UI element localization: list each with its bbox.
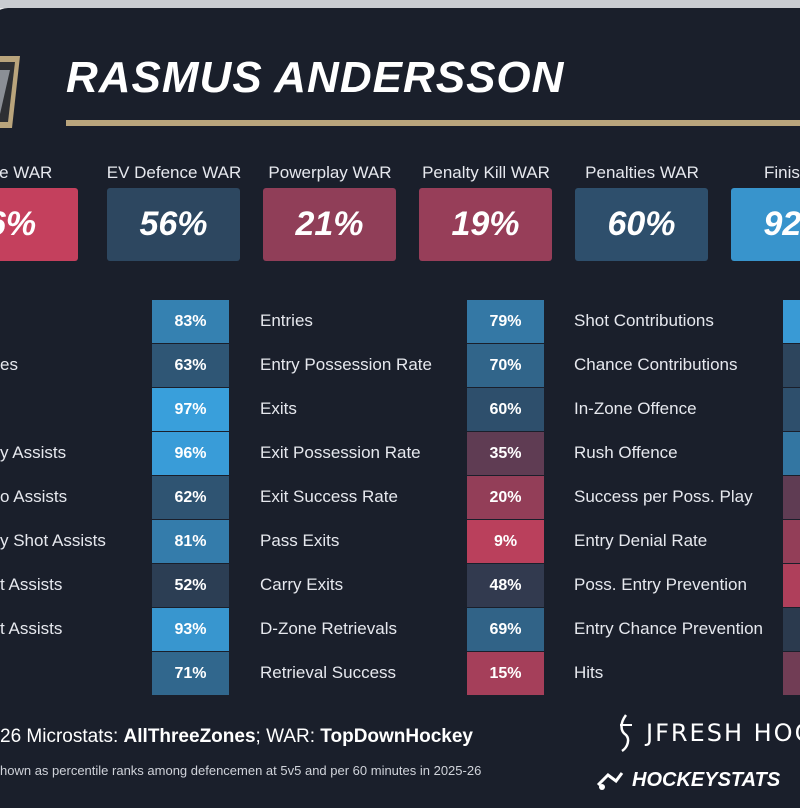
stat-percentile-cell: [783, 432, 800, 475]
war-label: Penalties WAR: [585, 163, 699, 182]
stat-label: y Shot Assists: [0, 531, 106, 550]
stat-percentile-cell: 63%: [152, 344, 229, 387]
stat-label: Carry Exits: [260, 575, 344, 594]
stat-label: Success per Poss. Play: [574, 487, 753, 506]
methodology-note: hown as percentile ranks among defenceme…: [0, 763, 482, 778]
stat-label: Retrieval Success: [260, 663, 397, 682]
stat-percentile-cell: 52%: [152, 564, 229, 607]
war-label: Finishing: [763, 163, 800, 182]
stat-label: t Assists: [0, 575, 63, 594]
sources-prefix: 26 Microstats:: [0, 726, 124, 747]
stat-label: o Assists: [0, 487, 68, 506]
stat-label: y Assists: [0, 443, 67, 462]
stat-label: Poss. Entry Prevention: [574, 575, 747, 594]
stat-percentile-cell: [783, 564, 800, 607]
war-value-box: 92%: [731, 188, 800, 261]
stat-percentile-cell: 35%: [467, 432, 544, 475]
stat-percentile-cell: 69%: [467, 608, 544, 651]
stat-label: Shot Contributions: [574, 311, 714, 330]
stat-percentile-cell: [783, 388, 800, 431]
player-name: RASMUS ANDERSSON: [66, 53, 565, 102]
stat-label: Exits: [260, 399, 297, 418]
stat-percentile-cell: [783, 520, 800, 563]
sources-mid: ; WAR:: [255, 726, 321, 747]
stat-label: es: [0, 355, 18, 374]
stat-label: Entries: [260, 311, 313, 330]
microstats-source: AllThreeZones: [123, 726, 256, 747]
stat-label: Entry Chance Prevention: [574, 619, 763, 638]
stat-label: Rush Offence: [574, 443, 678, 462]
stat-label: In-Zone Offence: [574, 399, 697, 418]
stat-percentile-cell: 97%: [152, 388, 229, 431]
war-label: EV Defence WAR: [106, 163, 242, 182]
stat-percentile-cell: 70%: [467, 344, 544, 387]
war-label: Powerplay WAR: [268, 163, 392, 182]
team-logo-icon: [0, 56, 20, 128]
stat-percentile-cell: 83%: [152, 300, 229, 343]
stat-percentile-cell: 62%: [152, 476, 229, 519]
jfresh-logo-icon: [620, 714, 632, 753]
stat-percentile-cell: 48%: [467, 564, 544, 607]
stat-label: Pass Exits: [260, 531, 340, 550]
player-card: RASMUS ANDERSSON ence WAR 6% EV Defence WA…: [0, 8, 800, 808]
stat-percentile-cell: 60%: [467, 388, 544, 431]
war-value-box: 19%: [419, 188, 552, 261]
stat-label: Entry Denial Rate: [574, 531, 708, 550]
window-top-strip: [0, 0, 800, 8]
stat-label: D-Zone Retrievals: [260, 619, 397, 638]
jfresh-brand-text: JFRESH HOCK: [646, 719, 800, 747]
stat-percentile-cell: 96%: [152, 432, 229, 475]
war-source: TopDownHockey: [320, 726, 473, 747]
stat-percentile-cell: [783, 608, 800, 651]
stat-percentile-cell: 79%: [467, 300, 544, 343]
war-value-box: 56%: [107, 188, 240, 261]
stat-label: Hits: [574, 663, 604, 682]
war-value-box: 6%: [0, 188, 78, 261]
stat-percentile-cell: 15%: [467, 652, 544, 695]
stat-label: Exit Possession Rate: [260, 443, 421, 462]
war-value-box: 60%: [575, 188, 708, 261]
hockeystats-brand-text: HOCKEYSTATS: [632, 768, 781, 791]
stat-percentile-cell: 81%: [152, 520, 229, 563]
war-label: ence WAR: [0, 163, 53, 182]
stat-percentile-cell: [783, 344, 800, 387]
hockeystats-logo-icon: [596, 772, 624, 790]
jfresh-brand: JFRESH HOCK: [614, 713, 800, 753]
stat-percentile-cell: [783, 652, 800, 695]
hockeystats-brand: HOCKEYSTATS: [596, 765, 780, 795]
stat-percentile-cell: 93%: [152, 608, 229, 651]
stat-label: Entry Possession Rate: [260, 355, 432, 374]
title-underline: [66, 120, 800, 126]
war-label: Penalty Kill WAR: [422, 163, 550, 182]
stat-label: Exit Success Rate: [260, 487, 398, 506]
stat-percentile-cell: 9%: [467, 520, 544, 563]
stat-label: Chance Contributions: [574, 355, 738, 374]
stat-label: t Assists: [0, 619, 63, 638]
stat-percentile-cell: 71%: [152, 652, 229, 695]
data-sources: 26 Microstats: AllThreeZones; WAR: TopDo…: [0, 726, 473, 748]
stat-percentile-cell: 20%: [467, 476, 544, 519]
stat-percentile-cell: [783, 476, 800, 519]
stat-percentile-cell: [783, 300, 800, 343]
war-value-box: 21%: [263, 188, 396, 261]
